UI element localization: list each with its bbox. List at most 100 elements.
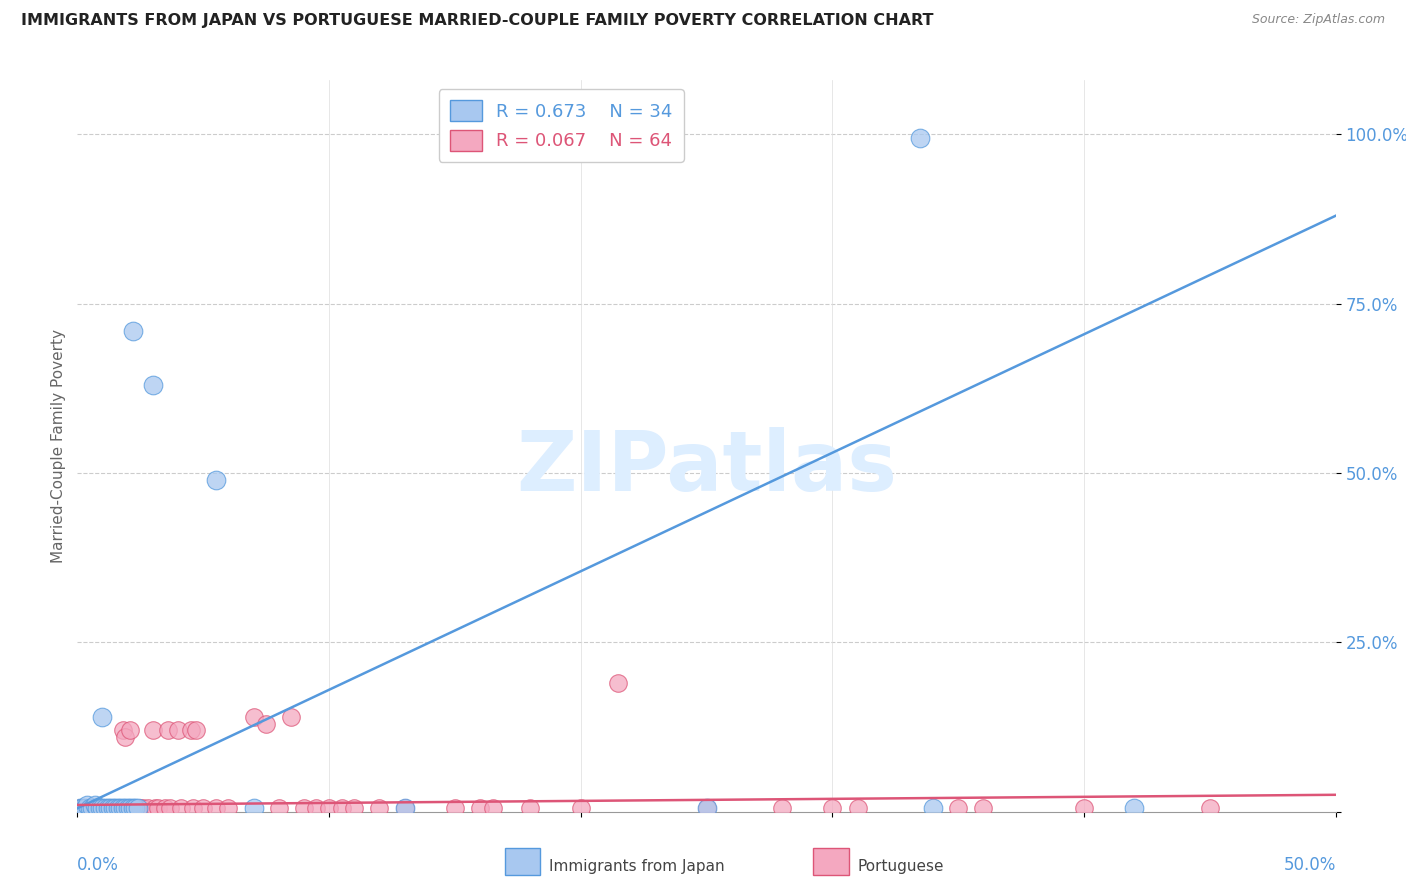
Point (318, 801, 340, 815)
Point (129, 801, 152, 815)
Text: ZIPatlas: ZIPatlas (516, 427, 897, 508)
Point (86, 801, 108, 815)
Point (120, 801, 142, 815)
Point (86, 801, 108, 815)
Point (79, 801, 101, 815)
Point (242, 801, 264, 815)
Point (72, 801, 94, 815)
Point (117, 801, 139, 815)
Point (111, 801, 134, 815)
Point (84, 797, 107, 812)
Point (922, 801, 945, 815)
Point (142, 723, 165, 738)
Point (155, 801, 177, 815)
Point (394, 801, 416, 815)
Point (180, 723, 202, 738)
Point (167, 723, 190, 738)
Point (846, 801, 869, 815)
Point (444, 801, 467, 815)
Point (76, 797, 98, 812)
Point (98, 801, 121, 815)
Point (127, 801, 149, 815)
Point (73, 801, 96, 815)
Point (948, 801, 970, 815)
Point (117, 801, 139, 815)
Point (191, 801, 215, 815)
Point (696, 801, 718, 815)
Point (696, 801, 718, 815)
Point (292, 801, 315, 815)
Point (108, 801, 131, 815)
Point (142, 378, 165, 392)
Point (120, 723, 142, 738)
Point (124, 801, 146, 815)
Point (72, 801, 94, 815)
Point (84, 801, 107, 815)
Point (910, 131, 932, 145)
FancyBboxPatch shape (505, 847, 540, 875)
Point (343, 801, 366, 815)
Point (104, 801, 127, 815)
Point (82, 801, 104, 815)
Point (305, 801, 328, 815)
Text: Immigrants from Japan: Immigrants from Japan (550, 859, 725, 874)
Y-axis label: Married-Couple Family Poverty: Married-Couple Family Poverty (51, 329, 66, 563)
Text: 0.0%: 0.0% (77, 855, 120, 873)
Point (94, 801, 117, 815)
Text: 50.0%: 50.0% (1284, 855, 1336, 873)
Point (156, 723, 179, 738)
Point (91, 801, 114, 815)
Point (267, 801, 290, 815)
Point (204, 801, 226, 815)
Point (330, 801, 353, 815)
Text: IMMIGRANTS FROM JAPAN VS PORTUGUESE MARRIED-COUPLE FAMILY POVERTY CORRELATION CH: IMMIGRANTS FROM JAPAN VS PORTUGUESE MARR… (21, 13, 934, 29)
Point (1123, 801, 1146, 815)
Point (101, 801, 124, 815)
Point (394, 801, 416, 815)
Point (121, 801, 143, 815)
Point (1073, 801, 1095, 815)
Text: Portuguese: Portuguese (858, 859, 943, 874)
Point (132, 801, 155, 815)
Text: Source: ZipAtlas.com: Source: ZipAtlas.com (1251, 13, 1385, 27)
Point (91, 710, 114, 724)
Point (468, 801, 491, 815)
Point (107, 801, 129, 815)
Point (89, 801, 111, 815)
Point (114, 801, 136, 815)
Point (607, 676, 630, 690)
Point (143, 801, 166, 815)
Point (146, 801, 169, 815)
Point (217, 801, 239, 815)
FancyBboxPatch shape (814, 847, 849, 875)
Point (254, 716, 277, 731)
Point (104, 801, 127, 815)
Point (481, 801, 503, 815)
Point (96, 801, 118, 815)
Point (107, 801, 129, 815)
Point (184, 723, 207, 738)
Point (114, 730, 136, 744)
Point (169, 801, 191, 815)
Point (69, 801, 91, 815)
Point (76, 801, 98, 815)
Point (98, 801, 121, 815)
Point (519, 801, 541, 815)
Legend: R = 0.673    N = 34, R = 0.067    N = 64: R = 0.673 N = 34, R = 0.067 N = 64 (439, 89, 683, 161)
Point (69, 801, 91, 815)
Point (111, 723, 134, 738)
Point (242, 710, 264, 724)
Point (569, 801, 592, 815)
Point (121, 324, 143, 338)
Point (108, 801, 131, 815)
Point (181, 801, 204, 815)
Point (204, 473, 226, 487)
Point (280, 710, 302, 724)
Point (79, 801, 101, 815)
Point (101, 801, 124, 815)
Point (368, 801, 391, 815)
Point (82, 801, 104, 815)
Point (136, 801, 159, 815)
Point (121, 801, 143, 815)
Point (159, 801, 181, 815)
